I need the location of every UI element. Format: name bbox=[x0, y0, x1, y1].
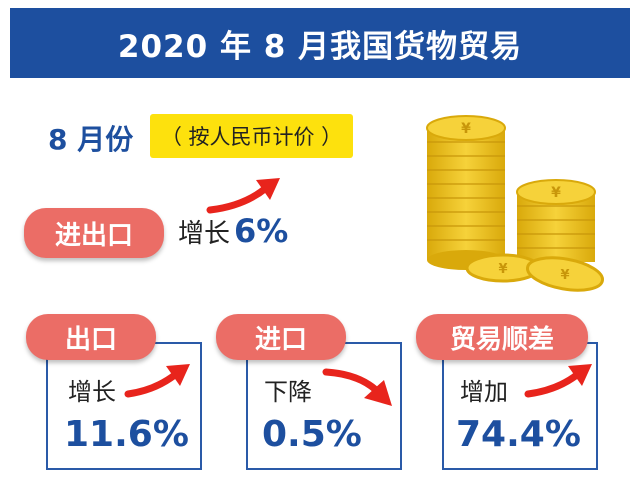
import-value: 0.5% bbox=[262, 414, 362, 455]
surplus-value: 74.4% bbox=[456, 414, 581, 455]
export-label: 出口 bbox=[26, 314, 156, 360]
export-trend-word: 增长 bbox=[68, 378, 116, 406]
import-label: 进口 bbox=[216, 314, 346, 360]
export-card bbox=[46, 342, 202, 470]
total-trade-change: 增长 6% bbox=[178, 212, 288, 250]
total-trend-word: 增长 bbox=[178, 219, 231, 249]
total-trade-label: 进出口 bbox=[24, 208, 164, 258]
import-trend-word: 下降 bbox=[264, 378, 312, 406]
surplus-label: 贸易顺差 bbox=[416, 314, 588, 360]
basis-note: （ 按人民币计价 ） bbox=[150, 114, 353, 158]
title-banner: 2020 年 8 月我国货物贸易 bbox=[10, 8, 630, 78]
total-trade-value: 6% bbox=[234, 212, 289, 250]
svg-text:¥: ¥ bbox=[498, 262, 507, 277]
arrow-up-right-icon bbox=[206, 178, 280, 214]
arrow-down-right-icon bbox=[322, 368, 392, 406]
surplus-trend-word: 增加 bbox=[460, 378, 508, 406]
arrow-up-right-icon bbox=[124, 364, 190, 398]
export-value: 11.6% bbox=[64, 414, 189, 455]
month-label: 8 月份 bbox=[48, 123, 134, 156]
svg-text:¥: ¥ bbox=[560, 268, 569, 283]
svg-text:¥: ¥ bbox=[551, 185, 561, 201]
yuan-coin-stack-icon: ¥ ¥ ¥ ¥ bbox=[426, 115, 605, 292]
page-title: 2020 年 8 月我国货物贸易 bbox=[117, 28, 523, 65]
arrow-up-right-icon bbox=[524, 364, 592, 398]
svg-text:¥: ¥ bbox=[461, 121, 471, 137]
